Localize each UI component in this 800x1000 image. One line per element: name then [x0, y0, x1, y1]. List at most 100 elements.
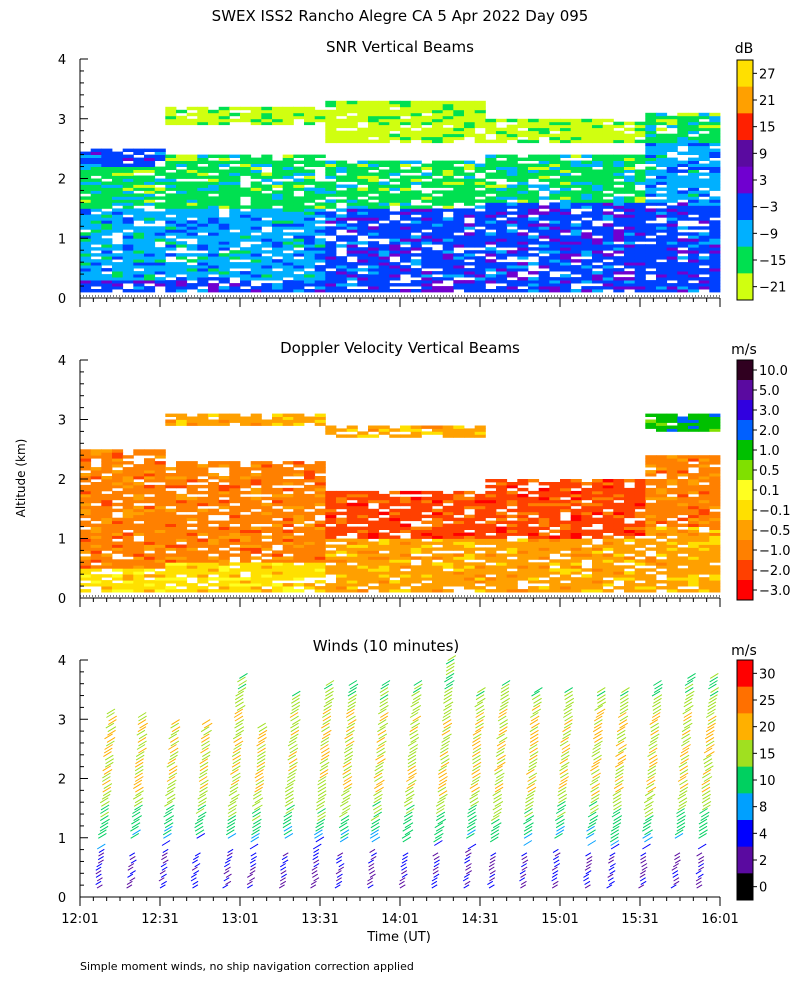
heatmap-cell [538, 169, 550, 173]
heatmap-cell [474, 241, 486, 245]
heatmap-cell [165, 244, 177, 248]
heatmap-cell [272, 265, 284, 269]
heatmap-cell [250, 214, 262, 218]
heatmap-cell [101, 226, 113, 230]
heatmap-cell [165, 562, 177, 566]
heatmap-cell [261, 274, 273, 278]
heatmap-cell [261, 484, 273, 489]
heatmap-cell [80, 496, 92, 501]
heatmap-cell [688, 256, 700, 260]
heatmap-cell [634, 571, 646, 575]
heatmap-cell [368, 550, 380, 554]
heatmap-cell [624, 121, 636, 126]
heatmap-cell [240, 484, 252, 489]
heatmap-cell [250, 196, 262, 200]
heatmap-cell [90, 172, 102, 176]
heatmap-cell [464, 127, 476, 132]
heatmap-cell [144, 470, 156, 474]
heatmap-cell [634, 256, 646, 260]
heatmap-cell [282, 529, 294, 533]
heatmap-cell [602, 562, 614, 566]
heatmap-cell [293, 169, 305, 173]
heatmap-cell [432, 259, 444, 263]
heatmap-cell [389, 502, 401, 507]
heatmap-cell [538, 538, 550, 542]
heatmap-cell [592, 505, 604, 510]
heatmap-cell [698, 517, 710, 522]
heatmap-cell [453, 184, 465, 188]
heatmap-cell [133, 517, 145, 522]
heatmap-cell [80, 235, 92, 239]
heatmap-cell [560, 256, 572, 260]
colorbar-swatch [737, 220, 753, 248]
heatmap-cell [165, 118, 177, 123]
heatmap-cell [656, 202, 668, 206]
heatmap-cell [208, 253, 220, 257]
heatmap-cell [272, 526, 284, 530]
heatmap-cell [261, 211, 273, 215]
heatmap-cell [90, 452, 102, 456]
heatmap-cell [154, 586, 166, 590]
heatmap-cell [538, 511, 550, 516]
heatmap-cell [293, 154, 305, 158]
heatmap-cell [581, 490, 593, 495]
heatmap-cell [506, 274, 518, 278]
heatmap-cell [186, 121, 198, 126]
heatmap-cell [144, 547, 156, 551]
heatmap-cell [378, 544, 390, 548]
heatmap-cell [464, 520, 476, 524]
heatmap-cell [389, 529, 401, 533]
heatmap-cell [400, 223, 412, 227]
heatmap-cell [346, 274, 358, 278]
heatmap-cell [304, 464, 316, 468]
heatmap-cell [442, 496, 454, 501]
heatmap-cell [325, 253, 337, 257]
heatmap-cell [229, 583, 241, 587]
heatmap-cell [368, 490, 380, 495]
heatmap-cell [346, 214, 358, 218]
heatmap-cell [442, 193, 454, 197]
heatmap-cell [560, 244, 572, 248]
heatmap-cell [634, 586, 646, 590]
heatmap-cell [453, 535, 465, 539]
heatmap-cell [261, 157, 273, 161]
heatmap-cell [432, 103, 444, 108]
heatmap-cell [570, 571, 582, 575]
heatmap-cell [282, 223, 294, 227]
heatmap-cell [656, 208, 668, 212]
heatmap-cell [325, 247, 337, 251]
heatmap-cell [282, 544, 294, 548]
heatmap-cell [656, 142, 668, 147]
heatmap-cell [80, 256, 92, 260]
heatmap-cell [698, 142, 710, 147]
heatmap-cell [293, 178, 305, 182]
heatmap-cell [421, 238, 433, 242]
heatmap-cell [709, 205, 721, 209]
heatmap-cell [528, 550, 540, 554]
heatmap-cell [485, 277, 497, 281]
heatmap-cell [229, 223, 241, 227]
heatmap-cell [517, 514, 529, 519]
heatmap-cell [570, 490, 582, 495]
heatmap-cell [144, 484, 156, 489]
snr-colorbar-unit: dB [735, 41, 754, 57]
heatmap-cell [645, 250, 657, 254]
heatmap-cell [304, 175, 316, 179]
heatmap-cell [688, 208, 700, 212]
heatmap-cell [186, 470, 198, 474]
heatmap-cell [357, 187, 369, 191]
heatmap-cell [698, 580, 710, 584]
heatmap-cell [144, 514, 156, 519]
heatmap-cell [485, 253, 497, 257]
heatmap-cell [581, 133, 593, 138]
heatmap-cell [634, 220, 646, 224]
heatmap-cell [570, 553, 582, 557]
heatmap-cell [133, 253, 145, 257]
heatmap-cell [496, 568, 508, 572]
heatmap-cell [453, 280, 465, 284]
heatmap-cell [432, 277, 444, 281]
heatmap-cell [250, 529, 262, 533]
heatmap-cell [421, 250, 433, 254]
heatmap-cell [165, 559, 177, 563]
